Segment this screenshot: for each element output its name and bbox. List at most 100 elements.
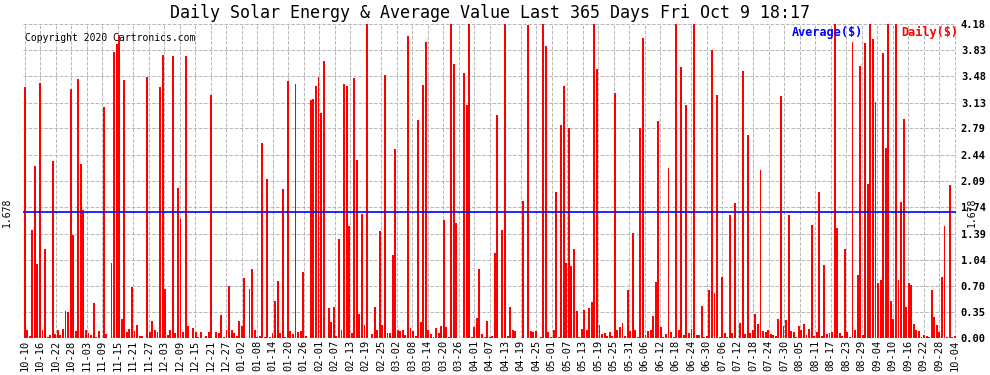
Bar <box>169 330 171 338</box>
Bar <box>389 333 391 338</box>
Bar <box>843 249 845 338</box>
Bar <box>208 332 210 338</box>
Bar <box>197 337 199 338</box>
Bar <box>348 226 350 338</box>
Bar <box>706 336 708 338</box>
Bar <box>231 330 233 338</box>
Bar <box>716 95 718 338</box>
Bar <box>877 283 879 338</box>
Bar <box>575 311 577 338</box>
Bar <box>200 333 202 338</box>
Bar <box>473 327 475 338</box>
Bar <box>691 329 692 338</box>
Bar <box>627 290 629 338</box>
Bar <box>785 320 787 338</box>
Bar <box>34 166 36 338</box>
Bar <box>606 336 608 338</box>
Bar <box>266 179 268 338</box>
Bar <box>767 330 769 338</box>
Bar <box>851 42 853 338</box>
Bar <box>640 128 642 338</box>
Bar <box>670 332 672 338</box>
Bar <box>746 135 748 338</box>
Bar <box>951 336 953 338</box>
Bar <box>777 319 779 338</box>
Bar <box>813 336 815 338</box>
Bar <box>808 329 810 338</box>
Bar <box>842 336 843 338</box>
Bar <box>350 333 352 338</box>
Bar <box>555 192 557 338</box>
Bar <box>744 334 746 338</box>
Bar <box>849 337 850 338</box>
Bar <box>336 336 338 338</box>
Bar <box>788 215 790 338</box>
Bar <box>709 290 711 338</box>
Bar <box>544 46 546 338</box>
Bar <box>320 113 322 338</box>
Bar <box>757 324 759 338</box>
Bar <box>244 278 246 338</box>
Bar <box>124 81 126 338</box>
Bar <box>374 307 375 338</box>
Bar <box>660 327 662 338</box>
Bar <box>601 334 603 338</box>
Bar <box>793 332 795 338</box>
Bar <box>678 330 680 338</box>
Bar <box>872 39 874 338</box>
Bar <box>269 337 271 338</box>
Bar <box>241 326 243 338</box>
Bar <box>136 325 138 338</box>
Bar <box>732 333 734 338</box>
Bar <box>455 223 457 338</box>
Bar <box>59 335 61 338</box>
Bar <box>507 336 509 338</box>
Bar <box>509 307 511 338</box>
Bar <box>210 95 212 338</box>
Bar <box>530 331 532 338</box>
Bar <box>251 269 253 338</box>
Bar <box>934 317 936 338</box>
Bar <box>24 87 26 338</box>
Bar <box>471 337 473 338</box>
Bar <box>69 88 71 338</box>
Bar <box>617 330 619 338</box>
Bar <box>95 337 97 338</box>
Bar <box>675 24 677 338</box>
Bar <box>496 115 498 338</box>
Bar <box>635 330 637 338</box>
Title: Daily Solar Energy & Average Value Last 365 Days Fri Oct 9 18:17: Daily Solar Energy & Average Value Last … <box>169 4 810 22</box>
Bar <box>667 168 669 338</box>
Bar <box>632 233 634 338</box>
Bar <box>724 333 726 338</box>
Bar <box>453 64 454 338</box>
Bar <box>358 314 360 338</box>
Bar <box>948 185 950 338</box>
Bar <box>821 336 823 338</box>
Bar <box>759 171 761 338</box>
Bar <box>913 324 915 338</box>
Bar <box>113 52 115 338</box>
Bar <box>654 282 656 338</box>
Bar <box>397 330 399 338</box>
Bar <box>562 86 564 338</box>
Bar <box>751 330 753 338</box>
Bar <box>384 75 386 338</box>
Bar <box>593 24 595 338</box>
Bar <box>98 332 100 338</box>
Bar <box>591 302 593 338</box>
Bar <box>908 283 910 338</box>
Bar <box>248 289 250 338</box>
Bar <box>583 310 585 338</box>
Bar <box>37 264 39 338</box>
Bar <box>874 102 876 338</box>
Bar <box>166 334 168 338</box>
Bar <box>305 336 307 338</box>
Bar <box>333 307 335 338</box>
Bar <box>447 337 449 338</box>
Bar <box>714 294 716 338</box>
Bar <box>355 160 357 338</box>
Bar <box>39 83 41 338</box>
Bar <box>29 336 31 338</box>
Text: 1.678: 1.678 <box>2 197 12 226</box>
